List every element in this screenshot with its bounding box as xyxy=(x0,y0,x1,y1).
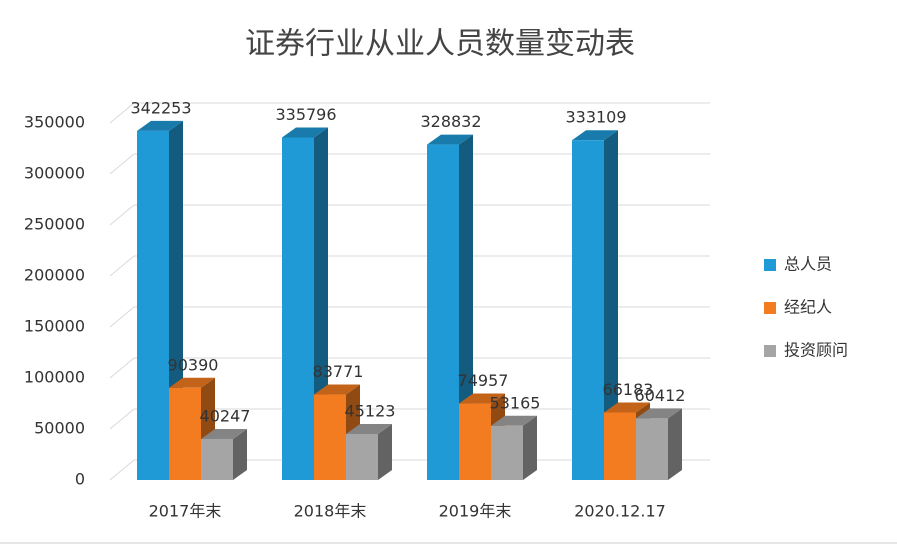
bar-side xyxy=(459,134,473,480)
bar xyxy=(636,418,668,480)
bar xyxy=(169,387,201,480)
bar-top xyxy=(169,377,215,388)
y-tick-label: 0 xyxy=(75,470,85,489)
x-tick-label: 2017年末 xyxy=(149,502,222,521)
bar-top xyxy=(459,393,505,404)
x-tick-label: 2020.12.17 xyxy=(574,502,666,521)
data-label: 335796 xyxy=(275,105,336,124)
data-label: 74957 xyxy=(458,371,509,390)
bar-top xyxy=(346,423,392,434)
y-tick-label: 250000 xyxy=(24,215,85,234)
bar-top xyxy=(282,127,328,138)
x-tick-label: 2018年末 xyxy=(294,502,367,521)
data-label: 53165 xyxy=(490,393,541,412)
data-label: 342253 xyxy=(130,98,191,117)
grid-line xyxy=(109,255,710,277)
y-tick-label: 350000 xyxy=(24,113,85,132)
x-tick-label: 2019年末 xyxy=(439,502,512,521)
data-label: 328832 xyxy=(420,112,481,131)
data-label: 45123 xyxy=(345,401,396,420)
bar xyxy=(604,412,636,480)
data-label: 66183 xyxy=(603,380,654,399)
grid-line xyxy=(109,204,710,226)
bar-side xyxy=(378,423,392,480)
legend-swatch xyxy=(764,259,776,271)
bar xyxy=(572,140,604,480)
grid-line xyxy=(109,408,710,430)
y-tick-label: 100000 xyxy=(24,368,85,387)
bar xyxy=(459,403,491,480)
bar xyxy=(137,130,169,480)
bar xyxy=(201,438,233,480)
bar xyxy=(427,144,459,480)
bar xyxy=(314,394,346,480)
bar-side xyxy=(668,408,682,480)
bar-top xyxy=(604,402,650,413)
bar-side xyxy=(233,428,247,480)
bar-top xyxy=(572,130,618,141)
bar-top xyxy=(636,408,682,419)
legend-swatch xyxy=(764,345,776,357)
legend-label: 总人员 xyxy=(784,255,832,274)
legend-label: 投资顾问 xyxy=(784,341,848,360)
bar-side xyxy=(604,130,618,480)
grid-line xyxy=(109,153,710,175)
bar-top xyxy=(491,415,537,426)
data-label: 40247 xyxy=(200,406,251,425)
legend-label: 经纪人 xyxy=(784,298,832,317)
data-label: 60412 xyxy=(635,386,686,405)
y-tick-label: 150000 xyxy=(24,317,85,336)
bar-side xyxy=(523,415,537,480)
data-label: 90390 xyxy=(168,355,219,374)
bar-top xyxy=(201,428,247,439)
grid-line xyxy=(109,102,710,124)
bar xyxy=(346,433,378,480)
y-tick-label: 200000 xyxy=(24,266,85,285)
data-label: 333109 xyxy=(565,108,626,127)
bar-top xyxy=(427,134,473,145)
bar xyxy=(282,137,314,480)
y-tick-label: 50000 xyxy=(34,419,85,438)
legend-swatch xyxy=(764,302,776,314)
grid-line xyxy=(109,357,710,379)
bar-top xyxy=(137,120,183,131)
bar xyxy=(491,425,523,480)
chart-title: 证券行业从业人员数量变动表 xyxy=(245,27,635,62)
bar-top xyxy=(314,384,360,395)
data-label: 83771 xyxy=(313,362,364,381)
y-tick-label: 300000 xyxy=(24,164,85,183)
grid-line xyxy=(109,306,710,328)
